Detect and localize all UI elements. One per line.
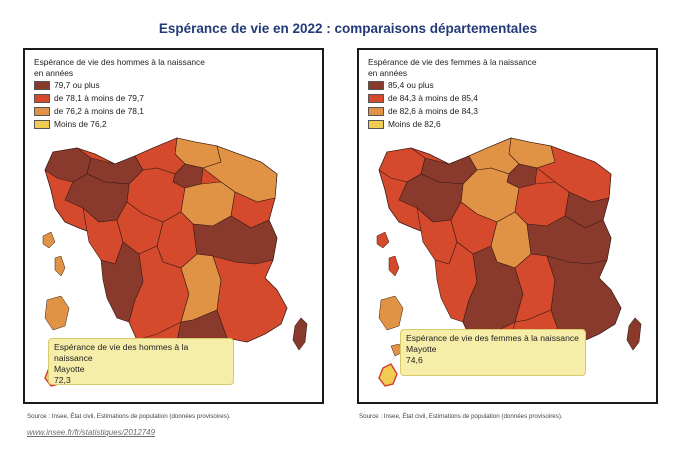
tooltip-place: Mayotte bbox=[54, 364, 85, 374]
legend-item: de 78,1 à moins de 79,7 bbox=[34, 92, 205, 105]
legend-unit: en années bbox=[368, 68, 408, 78]
metropolitan-france-women bbox=[378, 137, 642, 355]
legend-swatch bbox=[368, 94, 384, 103]
legend-item: de 84,3 à moins de 85,4 bbox=[368, 92, 537, 105]
tooltip-title: Espérance de vie des femmes à la naissan… bbox=[406, 333, 579, 343]
legend-men: Espérance de vie des hommes à la naissan… bbox=[34, 57, 205, 131]
martinique bbox=[388, 255, 400, 277]
legend-label: de 78,1 à moins de 79,7 bbox=[54, 93, 144, 103]
legend-item: 79,7 ou plus bbox=[34, 79, 205, 92]
legend-women: Espérance de vie des femmes à la naissan… bbox=[368, 57, 537, 131]
dept-region-midi-pyrenees bbox=[462, 245, 524, 341]
legend-swatch bbox=[34, 94, 50, 103]
legend-swatch bbox=[34, 81, 50, 90]
legend-label: 85,4 ou plus bbox=[388, 80, 434, 90]
source-men: Source : Insee, État civil, Estimations … bbox=[27, 413, 231, 420]
legend-label: de 82,6 à moins de 84,3 bbox=[388, 106, 478, 116]
legend-title: Espérance de vie des hommes à la naissan… bbox=[34, 57, 205, 67]
page-title: Espérance de vie en 2022 : comparaisons … bbox=[158, 21, 538, 36]
legend-label: Moins de 82,6 bbox=[388, 119, 441, 129]
tooltip-title: Espérance de vie des hommes à la naissan… bbox=[54, 342, 189, 363]
legend-swatch bbox=[34, 120, 50, 129]
tooltip-value: 74,6 bbox=[406, 355, 423, 365]
legend-swatch bbox=[368, 107, 384, 116]
legend-title: Espérance de vie des femmes à la naissan… bbox=[368, 57, 537, 67]
legend-swatch bbox=[368, 120, 384, 129]
legend-label: 79,7 ou plus bbox=[54, 80, 100, 90]
guadeloupe bbox=[376, 231, 390, 249]
tooltip-place: Mayotte bbox=[406, 344, 437, 354]
corsica bbox=[626, 317, 642, 351]
legend-item: Moins de 82,6 bbox=[368, 118, 537, 131]
tooltip-women-mayotte: Espérance de vie des femmes à la naissan… bbox=[400, 329, 586, 376]
legend-label: de 76,2 à moins de 78,1 bbox=[54, 106, 144, 116]
legend-item: de 82,6 à moins de 84,3 bbox=[368, 105, 537, 118]
overseas-women bbox=[376, 231, 404, 387]
dept-region-midi-pyrenees bbox=[128, 245, 190, 341]
metropolitan-france-men bbox=[44, 137, 308, 355]
map-panel-men: Espérance de vie des hommes à la naissan… bbox=[23, 48, 324, 404]
legend-unit: en années bbox=[34, 68, 74, 78]
legend-label: Moins de 76,2 bbox=[54, 119, 107, 129]
guyane bbox=[44, 295, 70, 331]
martinique bbox=[54, 255, 66, 277]
tooltip-men-mayotte: Espérance de vie des hommes à la naissan… bbox=[48, 338, 234, 385]
map-men[interactable] bbox=[25, 50, 322, 402]
map-panel-women: Espérance de vie des femmes à la naissan… bbox=[357, 48, 658, 404]
mayotte bbox=[378, 363, 398, 387]
guadeloupe bbox=[42, 231, 56, 249]
legend-swatch bbox=[34, 107, 50, 116]
legend-label: de 84,3 à moins de 85,4 bbox=[388, 93, 478, 103]
legend-item: Moins de 76,2 bbox=[34, 118, 205, 131]
insee-link[interactable]: www.insee.fr/fr/statistiques/2012749 bbox=[27, 428, 156, 437]
legend-item: de 76,2 à moins de 78,1 bbox=[34, 105, 205, 118]
tooltip-value: 72,3 bbox=[54, 375, 71, 385]
map-women[interactable] bbox=[359, 50, 656, 402]
source-women: Source : Insee, État civil, Estimations … bbox=[359, 413, 563, 420]
legend-item: 85,4 ou plus bbox=[368, 79, 537, 92]
legend-swatch bbox=[368, 81, 384, 90]
guyane bbox=[378, 295, 404, 331]
corsica bbox=[292, 317, 308, 351]
